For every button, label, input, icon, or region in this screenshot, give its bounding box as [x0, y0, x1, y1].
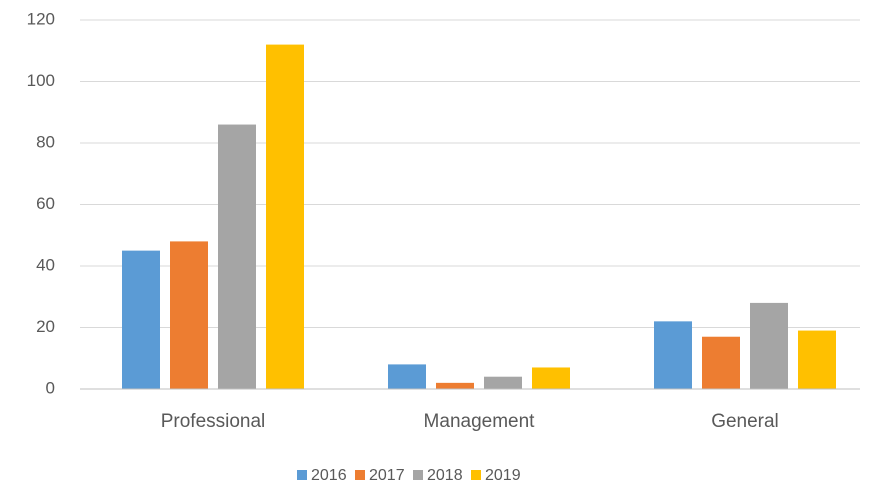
bar [170, 241, 208, 389]
y-tick-label: 80 [36, 132, 55, 151]
y-tick-label: 60 [36, 194, 55, 213]
legend-label: 2016 [311, 467, 347, 484]
y-tick-label: 100 [27, 71, 55, 90]
bar [266, 44, 304, 389]
y-tick-label: 40 [36, 255, 55, 274]
legend-label: 2019 [485, 467, 521, 484]
bar [798, 330, 836, 389]
bar [702, 336, 740, 389]
bar [532, 367, 570, 389]
bar [484, 376, 522, 389]
y-tick-label: 20 [36, 317, 55, 336]
bar [218, 124, 256, 390]
legend-swatch [413, 470, 423, 480]
legend-swatch [297, 470, 307, 480]
bar [122, 250, 160, 389]
legend-swatch [471, 470, 481, 480]
legend-label: 2018 [427, 467, 463, 484]
y-tick-label: 0 [46, 378, 55, 397]
y-tick-label: 120 [27, 9, 55, 28]
x-tick-label: Professional [161, 411, 266, 432]
legend-label: 2017 [369, 467, 405, 484]
bar [654, 321, 692, 389]
legend-swatch [355, 470, 365, 480]
x-tick-label: General [711, 411, 779, 432]
bar [388, 364, 426, 389]
bar [436, 382, 474, 389]
bar [750, 302, 788, 389]
x-tick-label: Management [424, 411, 536, 432]
